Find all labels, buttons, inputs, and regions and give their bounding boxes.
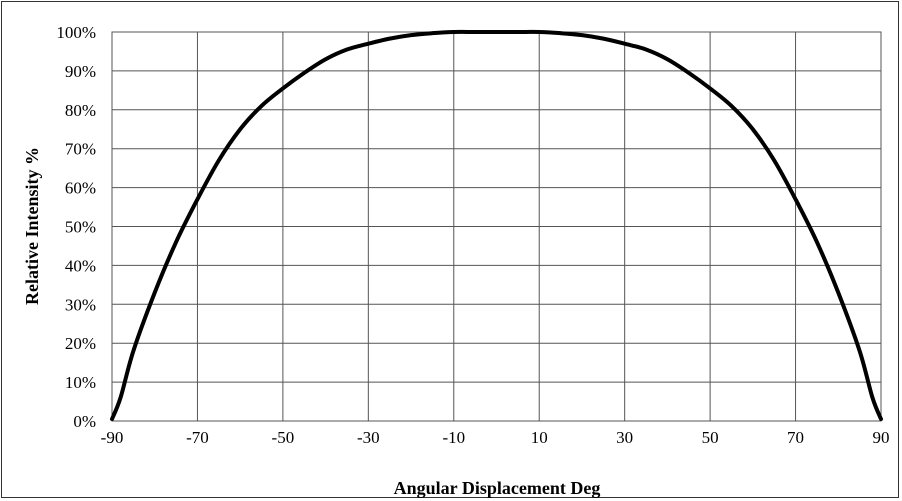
y-tick-label: 50% <box>65 218 96 237</box>
y-tick-label: 30% <box>65 295 96 314</box>
y-tick-label: 100% <box>56 23 96 42</box>
x-tick-label: 90 <box>873 428 890 447</box>
x-tick-label: 30 <box>616 428 633 447</box>
y-tick-label: 10% <box>65 373 96 392</box>
y-tick-label: 70% <box>65 140 96 159</box>
x-tick-label: 50 <box>702 428 719 447</box>
x-tick-label: -50 <box>272 428 295 447</box>
series-layer <box>110 29 883 422</box>
y-tick-label: 80% <box>65 101 96 120</box>
y-tick-label: 20% <box>65 334 96 353</box>
x-axis-ticks: -90 -70 -50 -30 -10 10 30 50 70 90 <box>101 428 890 447</box>
x-tick-label: -90 <box>101 428 124 447</box>
intensity-curve <box>110 29 883 422</box>
x-tick-label: 70 <box>787 428 804 447</box>
y-tick-label: 0% <box>73 412 96 431</box>
y-axis-ticks: 0% 10% 20% 30% 40% 50% 60% 70% 80% 90% 100% <box>56 23 96 431</box>
y-tick-label: 40% <box>65 256 96 275</box>
x-tick-label: -10 <box>442 428 465 447</box>
x-tick-label: -70 <box>186 428 209 447</box>
y-axis-title: Relative Intensity % <box>22 147 42 305</box>
y-tick-label: 60% <box>65 179 96 198</box>
y-tick-label: 90% <box>65 62 96 81</box>
x-axis-title: Angular Displacement Deg <box>394 478 601 498</box>
x-tick-label: -30 <box>357 428 380 447</box>
x-tick-label: 10 <box>531 428 548 447</box>
grid <box>111 31 882 422</box>
